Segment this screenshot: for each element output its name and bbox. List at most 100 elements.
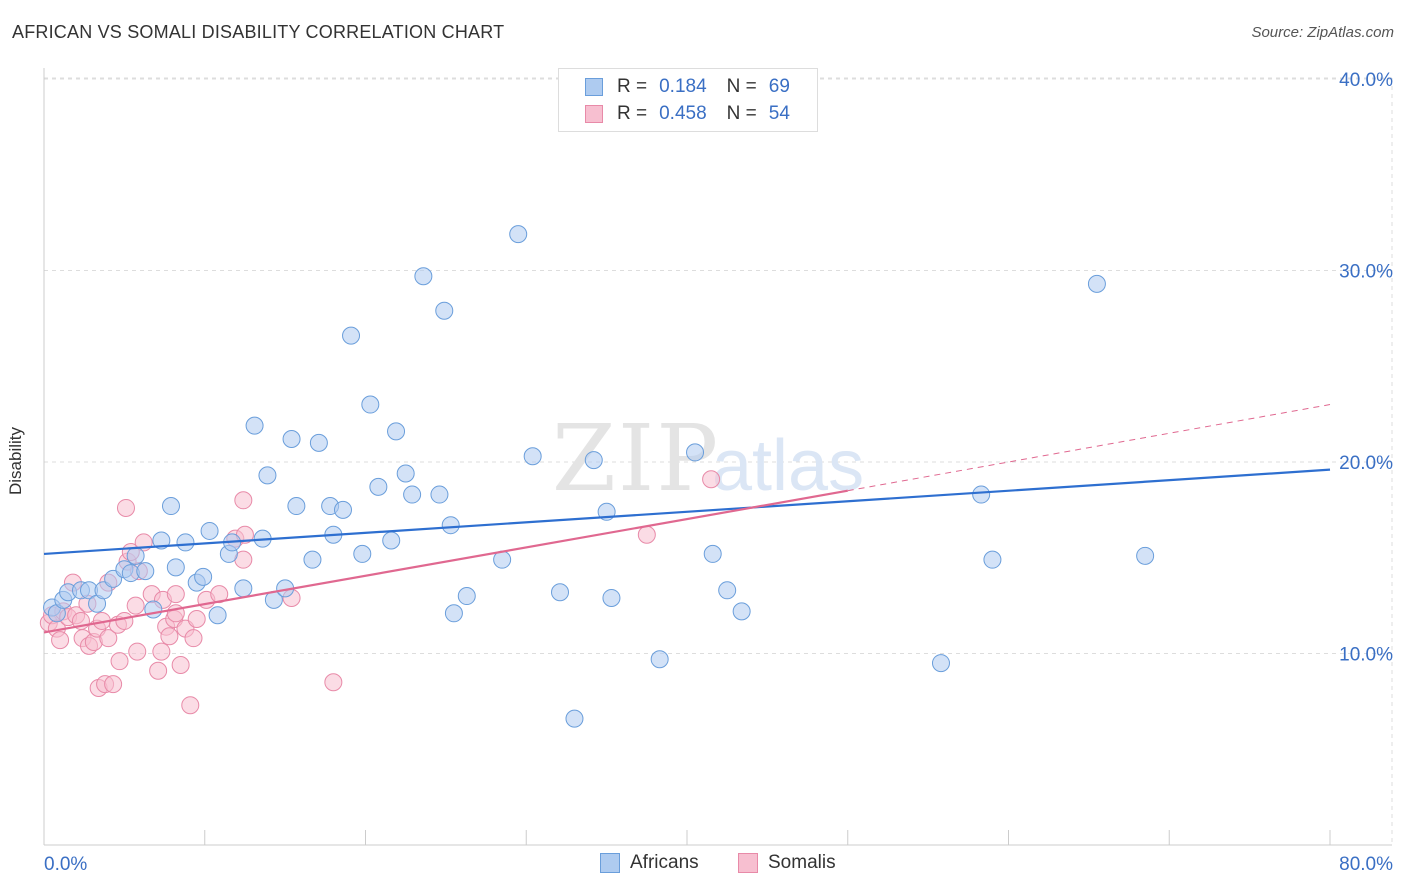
african-point bbox=[166, 558, 185, 577]
african-point bbox=[523, 447, 542, 466]
trend-layer bbox=[43, 404, 1331, 634]
somalis-trend-extension bbox=[847, 404, 1331, 492]
african-point bbox=[126, 546, 145, 565]
legend-row-africans: R = 0.184 N = 69 bbox=[585, 75, 790, 99]
african-point bbox=[650, 650, 669, 669]
african-point bbox=[361, 395, 380, 414]
somali-point bbox=[171, 655, 190, 674]
x-tick-label-min: 0.0% bbox=[44, 854, 87, 875]
legend-row-somalis: R = 0.458 N = 54 bbox=[585, 102, 790, 126]
y-tick-label: 30.0% bbox=[1339, 262, 1393, 283]
y-axis-label: Disability bbox=[6, 426, 25, 495]
african-point bbox=[972, 485, 991, 504]
somali-point bbox=[128, 642, 147, 661]
african-point bbox=[718, 581, 737, 600]
african-point bbox=[931, 654, 950, 673]
somali-point bbox=[126, 596, 145, 615]
african-point bbox=[200, 521, 219, 540]
african-point bbox=[983, 550, 1002, 569]
somali-point bbox=[104, 675, 123, 694]
african-point bbox=[1087, 274, 1106, 293]
legend-swatch-somalis bbox=[585, 105, 603, 123]
somali-point bbox=[637, 525, 656, 544]
african-point bbox=[441, 516, 460, 535]
african-point bbox=[353, 544, 372, 563]
african-point bbox=[144, 600, 163, 619]
watermark-atlas: atlas bbox=[712, 426, 864, 506]
african-point bbox=[414, 267, 433, 286]
somalis-trend-line bbox=[43, 489, 848, 634]
legend-r-value: 0.458 bbox=[659, 103, 707, 124]
legend-r-label: R = bbox=[617, 103, 648, 124]
somali-point bbox=[116, 498, 135, 517]
y-tick-label: 40.0% bbox=[1339, 70, 1393, 91]
african-point bbox=[435, 301, 454, 320]
african-point bbox=[732, 602, 751, 621]
legend-n-value: 54 bbox=[768, 103, 790, 124]
legend-n-value: 69 bbox=[768, 76, 790, 97]
somali-point bbox=[181, 696, 200, 715]
african-point bbox=[430, 485, 449, 504]
legend-r-value: 0.184 bbox=[659, 76, 707, 97]
african-point bbox=[584, 451, 603, 470]
y-tick-label: 20.0% bbox=[1339, 453, 1393, 474]
somali-point bbox=[187, 610, 206, 629]
series-legend-somalis[interactable]: Somalis bbox=[738, 852, 836, 874]
africans-trend-line bbox=[43, 468, 1331, 556]
african-point bbox=[245, 416, 264, 435]
y-tick-labels: 10.0% 20.0% 30.0% 40.0% bbox=[1339, 70, 1393, 666]
african-point bbox=[136, 562, 155, 581]
legend-n-label: N = bbox=[726, 76, 757, 97]
african-point bbox=[194, 567, 213, 586]
african-point bbox=[387, 422, 406, 441]
series-legend-africans[interactable]: Africans bbox=[600, 852, 699, 874]
african-points bbox=[43, 225, 1155, 728]
source-label: Source: ZipAtlas.com bbox=[1251, 24, 1394, 41]
somali-point bbox=[152, 642, 171, 661]
african-point bbox=[509, 225, 528, 244]
somali-point bbox=[702, 470, 721, 489]
african-point bbox=[258, 466, 277, 485]
african-point bbox=[403, 485, 422, 504]
somali-point bbox=[234, 491, 253, 510]
legend-n-label: N = bbox=[726, 103, 757, 124]
somali-point bbox=[160, 627, 179, 646]
somali-point bbox=[115, 611, 134, 630]
african-point bbox=[309, 433, 328, 452]
legend-swatch-africans bbox=[585, 78, 603, 96]
african-point bbox=[94, 581, 113, 600]
somali-point bbox=[51, 631, 70, 650]
african-point bbox=[444, 604, 463, 623]
stats-legend: R = 0.184 N = 69 R = 0.458 N = 54 bbox=[558, 68, 818, 132]
african-point bbox=[602, 588, 621, 607]
series-legend: Africans Somalis bbox=[0, 852, 1406, 876]
african-point bbox=[342, 326, 361, 345]
african-point bbox=[686, 443, 705, 462]
african-point bbox=[1136, 546, 1155, 565]
somali-point bbox=[149, 661, 168, 680]
somali-point bbox=[184, 629, 203, 648]
african-point bbox=[551, 583, 570, 602]
legend-r-label: R = bbox=[617, 76, 648, 97]
african-point bbox=[703, 544, 722, 563]
african-point bbox=[208, 606, 227, 625]
african-point bbox=[396, 464, 415, 483]
axis-layer bbox=[43, 68, 1392, 846]
african-point bbox=[176, 533, 195, 552]
somali-point bbox=[99, 629, 118, 648]
african-point bbox=[457, 587, 476, 606]
african-point bbox=[333, 500, 352, 519]
series-swatch-africans bbox=[600, 853, 620, 873]
series-label-somalis: Somalis bbox=[768, 852, 836, 873]
african-point bbox=[152, 531, 171, 550]
somali-point bbox=[324, 673, 343, 692]
somali-point bbox=[166, 585, 185, 604]
african-point bbox=[382, 531, 401, 550]
african-point bbox=[282, 430, 301, 449]
x-tick-label-max: 80.0% bbox=[1339, 854, 1393, 875]
african-point bbox=[234, 579, 253, 598]
african-point bbox=[287, 497, 306, 516]
somali-point bbox=[110, 652, 129, 671]
series-label-africans: Africans bbox=[630, 852, 699, 873]
